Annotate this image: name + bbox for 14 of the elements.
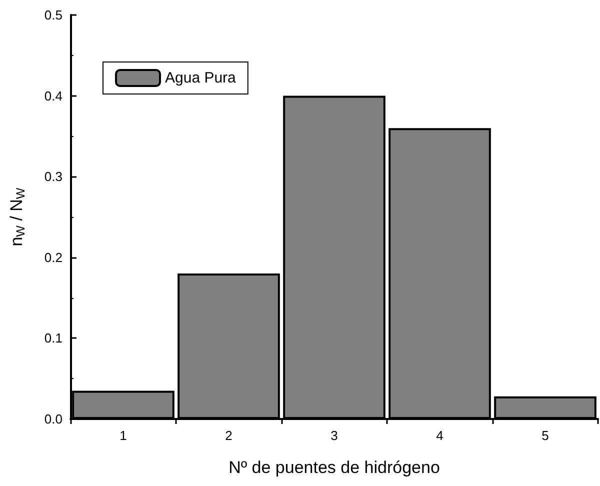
y-tick-label: 0.3 [44,169,62,184]
y-axis-title: nW / NW [7,187,28,246]
y-tick-label: 0.5 [44,8,62,22]
y-tick-label: 0.4 [44,88,62,104]
y-tick-label: 0.1 [44,330,62,346]
x-tick-label: 3 [330,428,338,443]
x-tick-label: 5 [542,428,549,443]
x-tick-label: 4 [436,428,444,443]
x-axis-title: Nº de puentes de hidrógeno [228,458,440,477]
legend-label: Agua Pura [165,70,237,86]
y-tick-label: 0.0 [44,412,62,426]
x-tick-label: 1 [120,428,127,443]
y-tick-label: 0.2 [44,250,62,265]
x-tick-label: 2 [225,428,232,443]
